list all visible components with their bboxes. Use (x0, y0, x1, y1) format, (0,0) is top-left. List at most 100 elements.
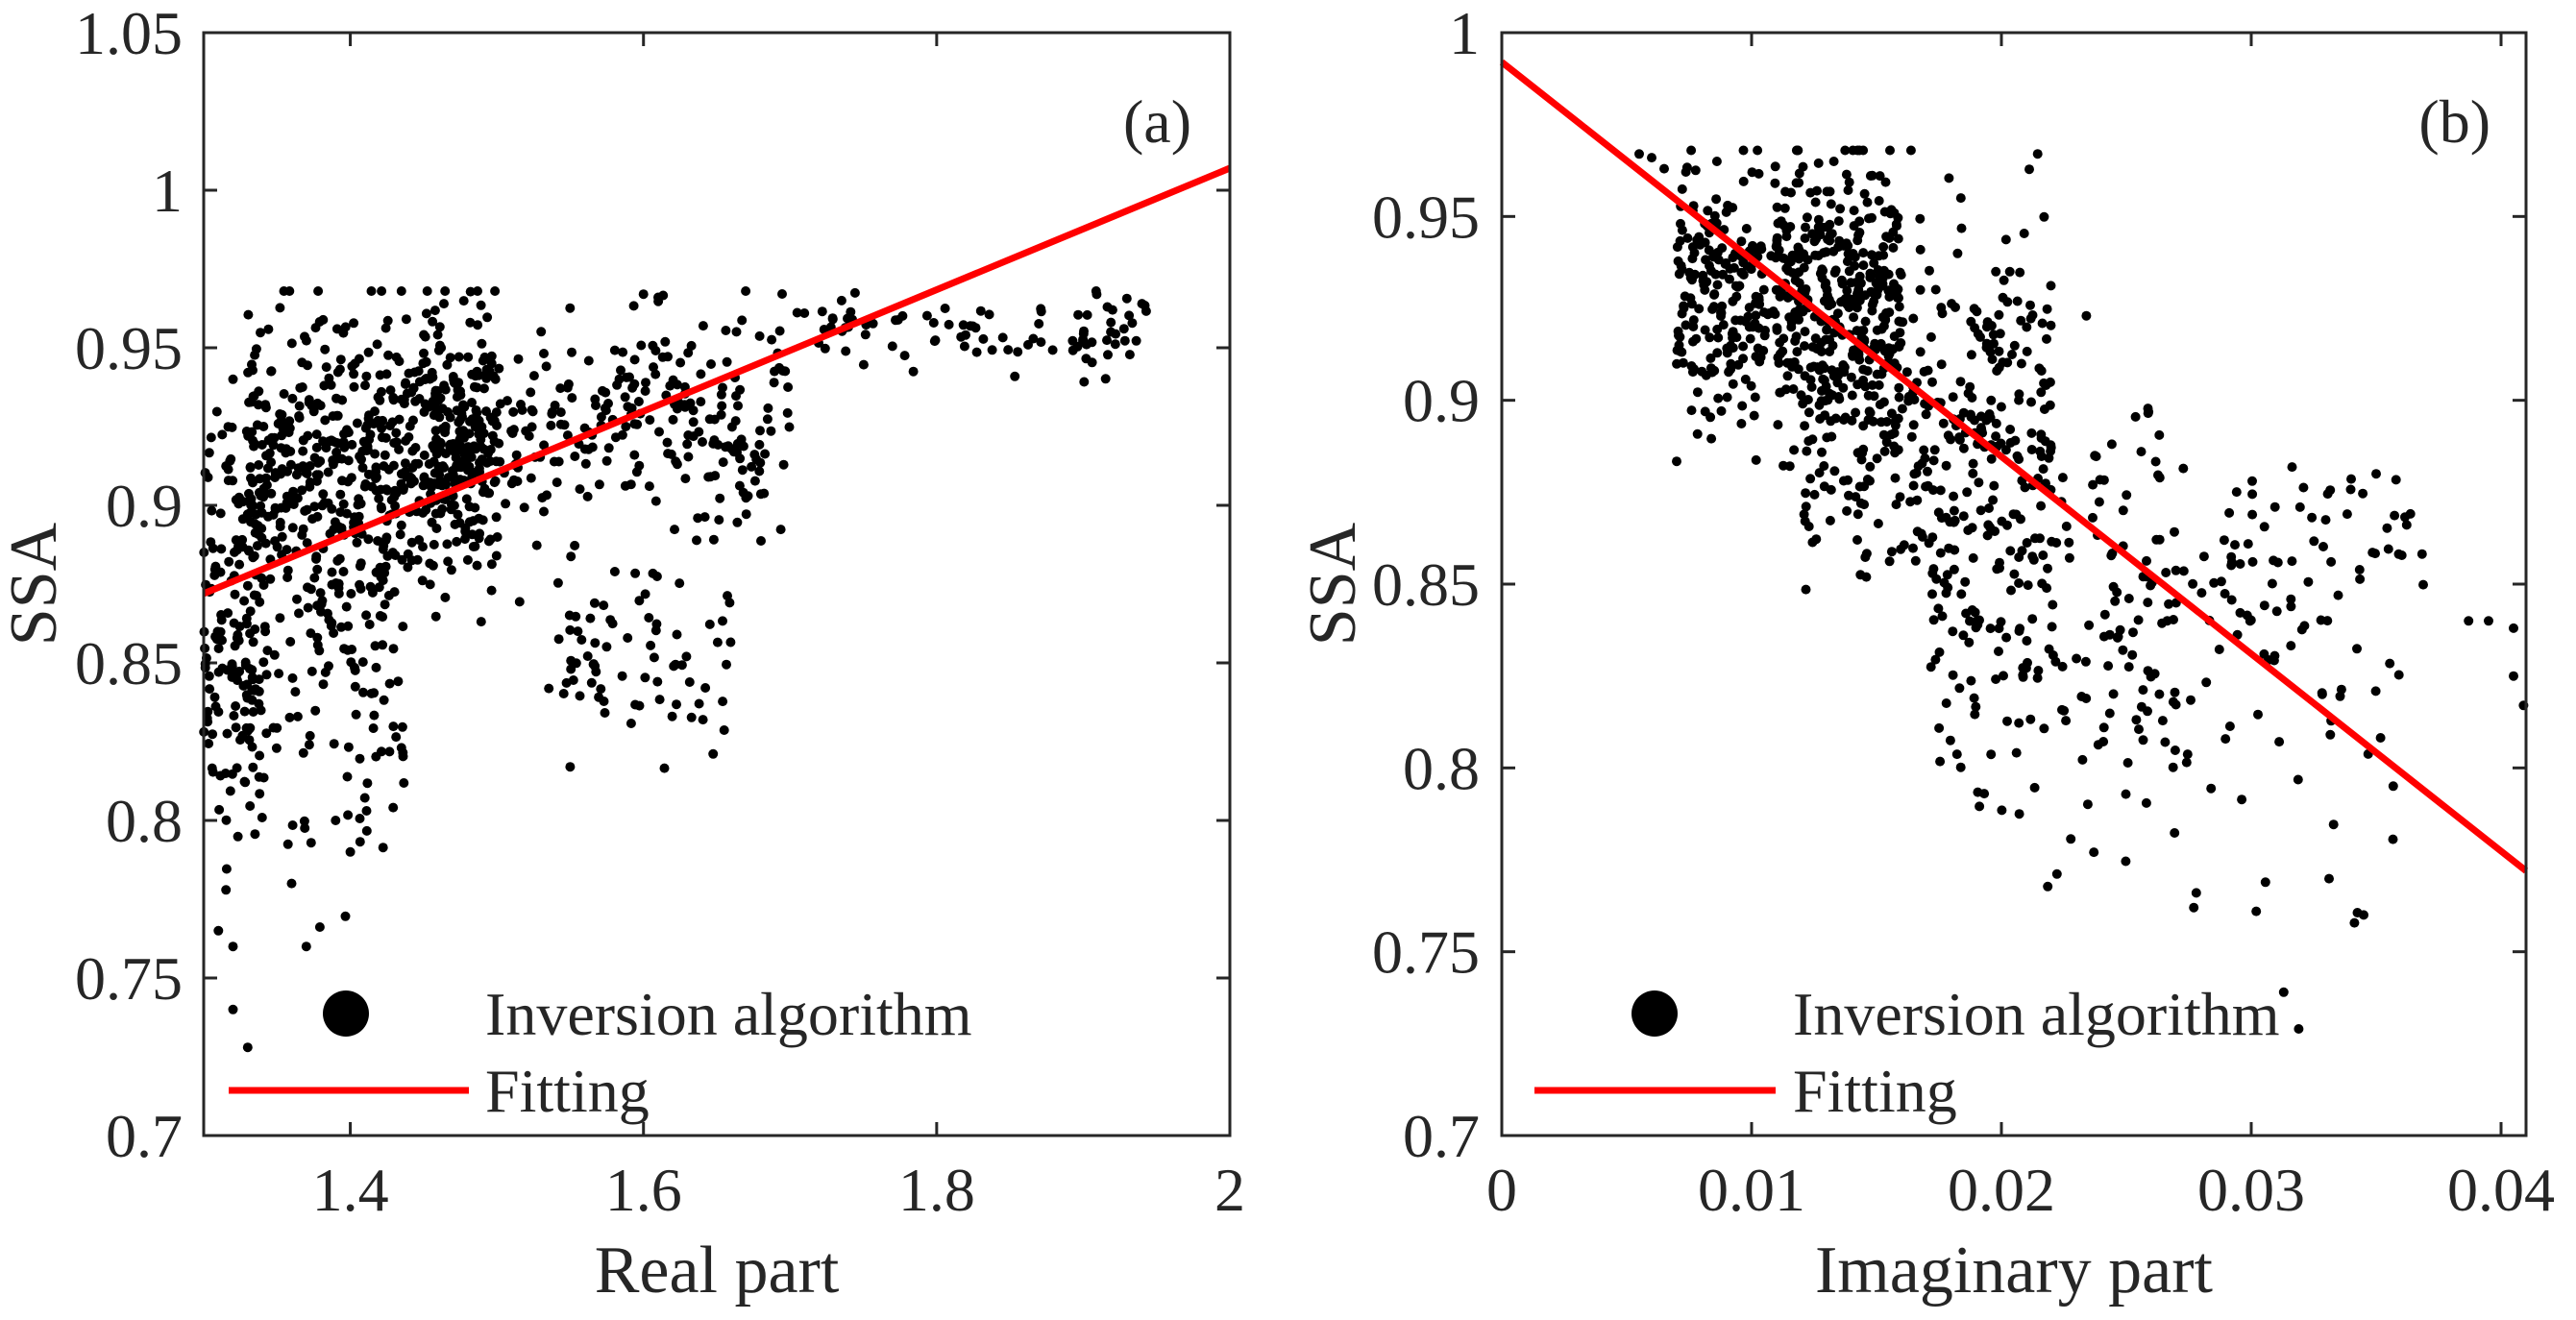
panel-a-scatter-point (620, 480, 630, 491)
panel-b-scatter-point (1950, 545, 1960, 555)
panel-b-scatter-point (2048, 599, 2058, 610)
panel-a-scatter-point (553, 634, 564, 645)
panel-a-scatter-point (397, 721, 407, 732)
panel-b-scatter-point (1846, 278, 1856, 288)
panel-a-scatter-point (349, 381, 359, 392)
panel-a-scatter-point (696, 369, 706, 379)
panel-b-scatter-point (1883, 269, 1894, 280)
panel-a-scatter-point (221, 864, 232, 874)
panel-b-scatter-point (1936, 513, 1947, 524)
panel-a-scatter-point (692, 535, 701, 546)
panel-b-scatter-point (2141, 797, 2151, 808)
panel-a-scatter-point (1107, 305, 1117, 315)
panel-a-scatter-point (347, 645, 357, 654)
panel-b-scatter-point (2385, 658, 2395, 669)
panel-a-scatter-point (587, 442, 598, 452)
panel-a-scatter-point (600, 708, 610, 718)
panel-b-scatter-point (2318, 542, 2328, 551)
panel-a-scatter-point (430, 385, 441, 396)
panel-b-scatter-point (1728, 332, 1738, 343)
panel-b-scatter-point (2011, 747, 2022, 758)
panel-a-scatter-point (234, 559, 245, 570)
panel-a-scatter-point (721, 326, 731, 335)
panel-b-scatter-point (1800, 233, 1810, 243)
panel-a-scatter-point (427, 367, 437, 378)
panel-a-scatter-point (486, 358, 497, 369)
panel-b-scatter-point (1858, 444, 1869, 454)
panel-a-scatter-point (271, 743, 282, 753)
panel-a-scatter-point (266, 488, 277, 499)
panel-a-scatter-point (245, 801, 256, 811)
panel-b-scatter-point (2022, 346, 2032, 356)
panel-a-scatter-point (311, 551, 322, 562)
panel-b-scatter-point (1730, 315, 1741, 326)
panel-b-scatter-point (1938, 418, 1949, 428)
panel-b-scatter-point (2142, 555, 2151, 566)
panel-b-scatter-point (1800, 327, 1810, 337)
panel-b-scatter-point (2226, 551, 2237, 562)
panel-a-scatter-point (345, 846, 356, 857)
panel-a-scatter-point (420, 399, 430, 409)
panel-b-scatter-point (1772, 232, 1782, 243)
panel-a-scatter-point (589, 598, 600, 608)
panel-b-scatter-point (1903, 391, 1914, 402)
panel-b-scatter-point (2333, 590, 2343, 600)
panel-a-scatter-point (546, 420, 556, 430)
panel-a-scatter-point (1127, 318, 1138, 329)
panel-b-scatter-point (2198, 551, 2209, 562)
panel-b-scatter-point (1834, 394, 1845, 404)
panel-a-scatter-point (320, 415, 331, 426)
panel-a-scatter-point (388, 460, 399, 471)
panel-a-scatter-point (215, 567, 226, 577)
panel-a-scatter-point (688, 431, 699, 442)
panel-a-scatter-point (1110, 339, 1120, 350)
panel-a-scatter-point (378, 544, 388, 554)
panel-b-scatter-point (2046, 442, 2056, 452)
panel-b-scatter-point (1840, 412, 1851, 423)
panel-a-scatter-point (206, 432, 216, 443)
panel-a-scatter-point (725, 637, 736, 648)
panel-b-scatter-point (2359, 910, 2368, 920)
panel-a-scatter-point (309, 573, 320, 583)
panel-b-scatter-point (1779, 460, 1788, 471)
panel-a-scatter-point (307, 666, 317, 676)
panel-a-scatter-point (462, 554, 473, 565)
panel-b-scatter-point (1996, 438, 2006, 449)
panel-a-scatter-point (398, 751, 408, 762)
panel-b-scatter-point (2358, 488, 2368, 499)
panel-a-scatter-point (209, 692, 220, 702)
panel-b-scatter-point (1958, 407, 1969, 418)
panel-b-scatter-point (1852, 509, 1863, 520)
panel-b-scatter-point (2253, 709, 2263, 720)
panel-a-scatter-point (441, 479, 451, 490)
panel-b-scatter-point (1700, 325, 1710, 335)
panel-a-scatter-point (302, 538, 312, 549)
panel-a-scatter-point (978, 333, 989, 344)
panel-a-scatter-point (570, 540, 580, 550)
panel-a-scatter-point (539, 506, 549, 517)
panel-b-scatter-point (1941, 698, 1951, 708)
panel-a-scatter-point (230, 589, 240, 599)
panel-a-scatter-point (710, 471, 721, 481)
panel-b-scatter-point (2401, 520, 2412, 530)
panel-b-scatter-point (1772, 202, 1782, 212)
panel-a-scatter-point (1047, 345, 1058, 355)
panel-b-scatter-point (2014, 809, 2024, 819)
panel-a-scatter-point (214, 804, 225, 815)
panel-b-scatter-point (1927, 377, 1937, 387)
panel-b-scatter-point (1770, 178, 1780, 188)
panel-b-scatter-point (1786, 317, 1797, 328)
panel-b-legend-marker-dot (1631, 990, 1678, 1037)
panel-a-scatter-point (331, 816, 341, 825)
panel-a-scatter-point (286, 878, 297, 889)
panel-a-scatter-point (718, 616, 727, 626)
panel-b-scatter-point (1908, 480, 1919, 491)
panel-b-scatter-point (1820, 410, 1830, 421)
panel-b-scatter-point (1746, 264, 1756, 275)
panel-a-scatter-point (458, 296, 469, 306)
panel-b-scatter-point (1793, 364, 1803, 375)
panel-a-scatter-point (769, 378, 779, 388)
panel-b-scatter-point (1891, 500, 1901, 510)
panel-a-scatter-point (396, 286, 406, 296)
panel-a-scatter-point (494, 438, 504, 449)
